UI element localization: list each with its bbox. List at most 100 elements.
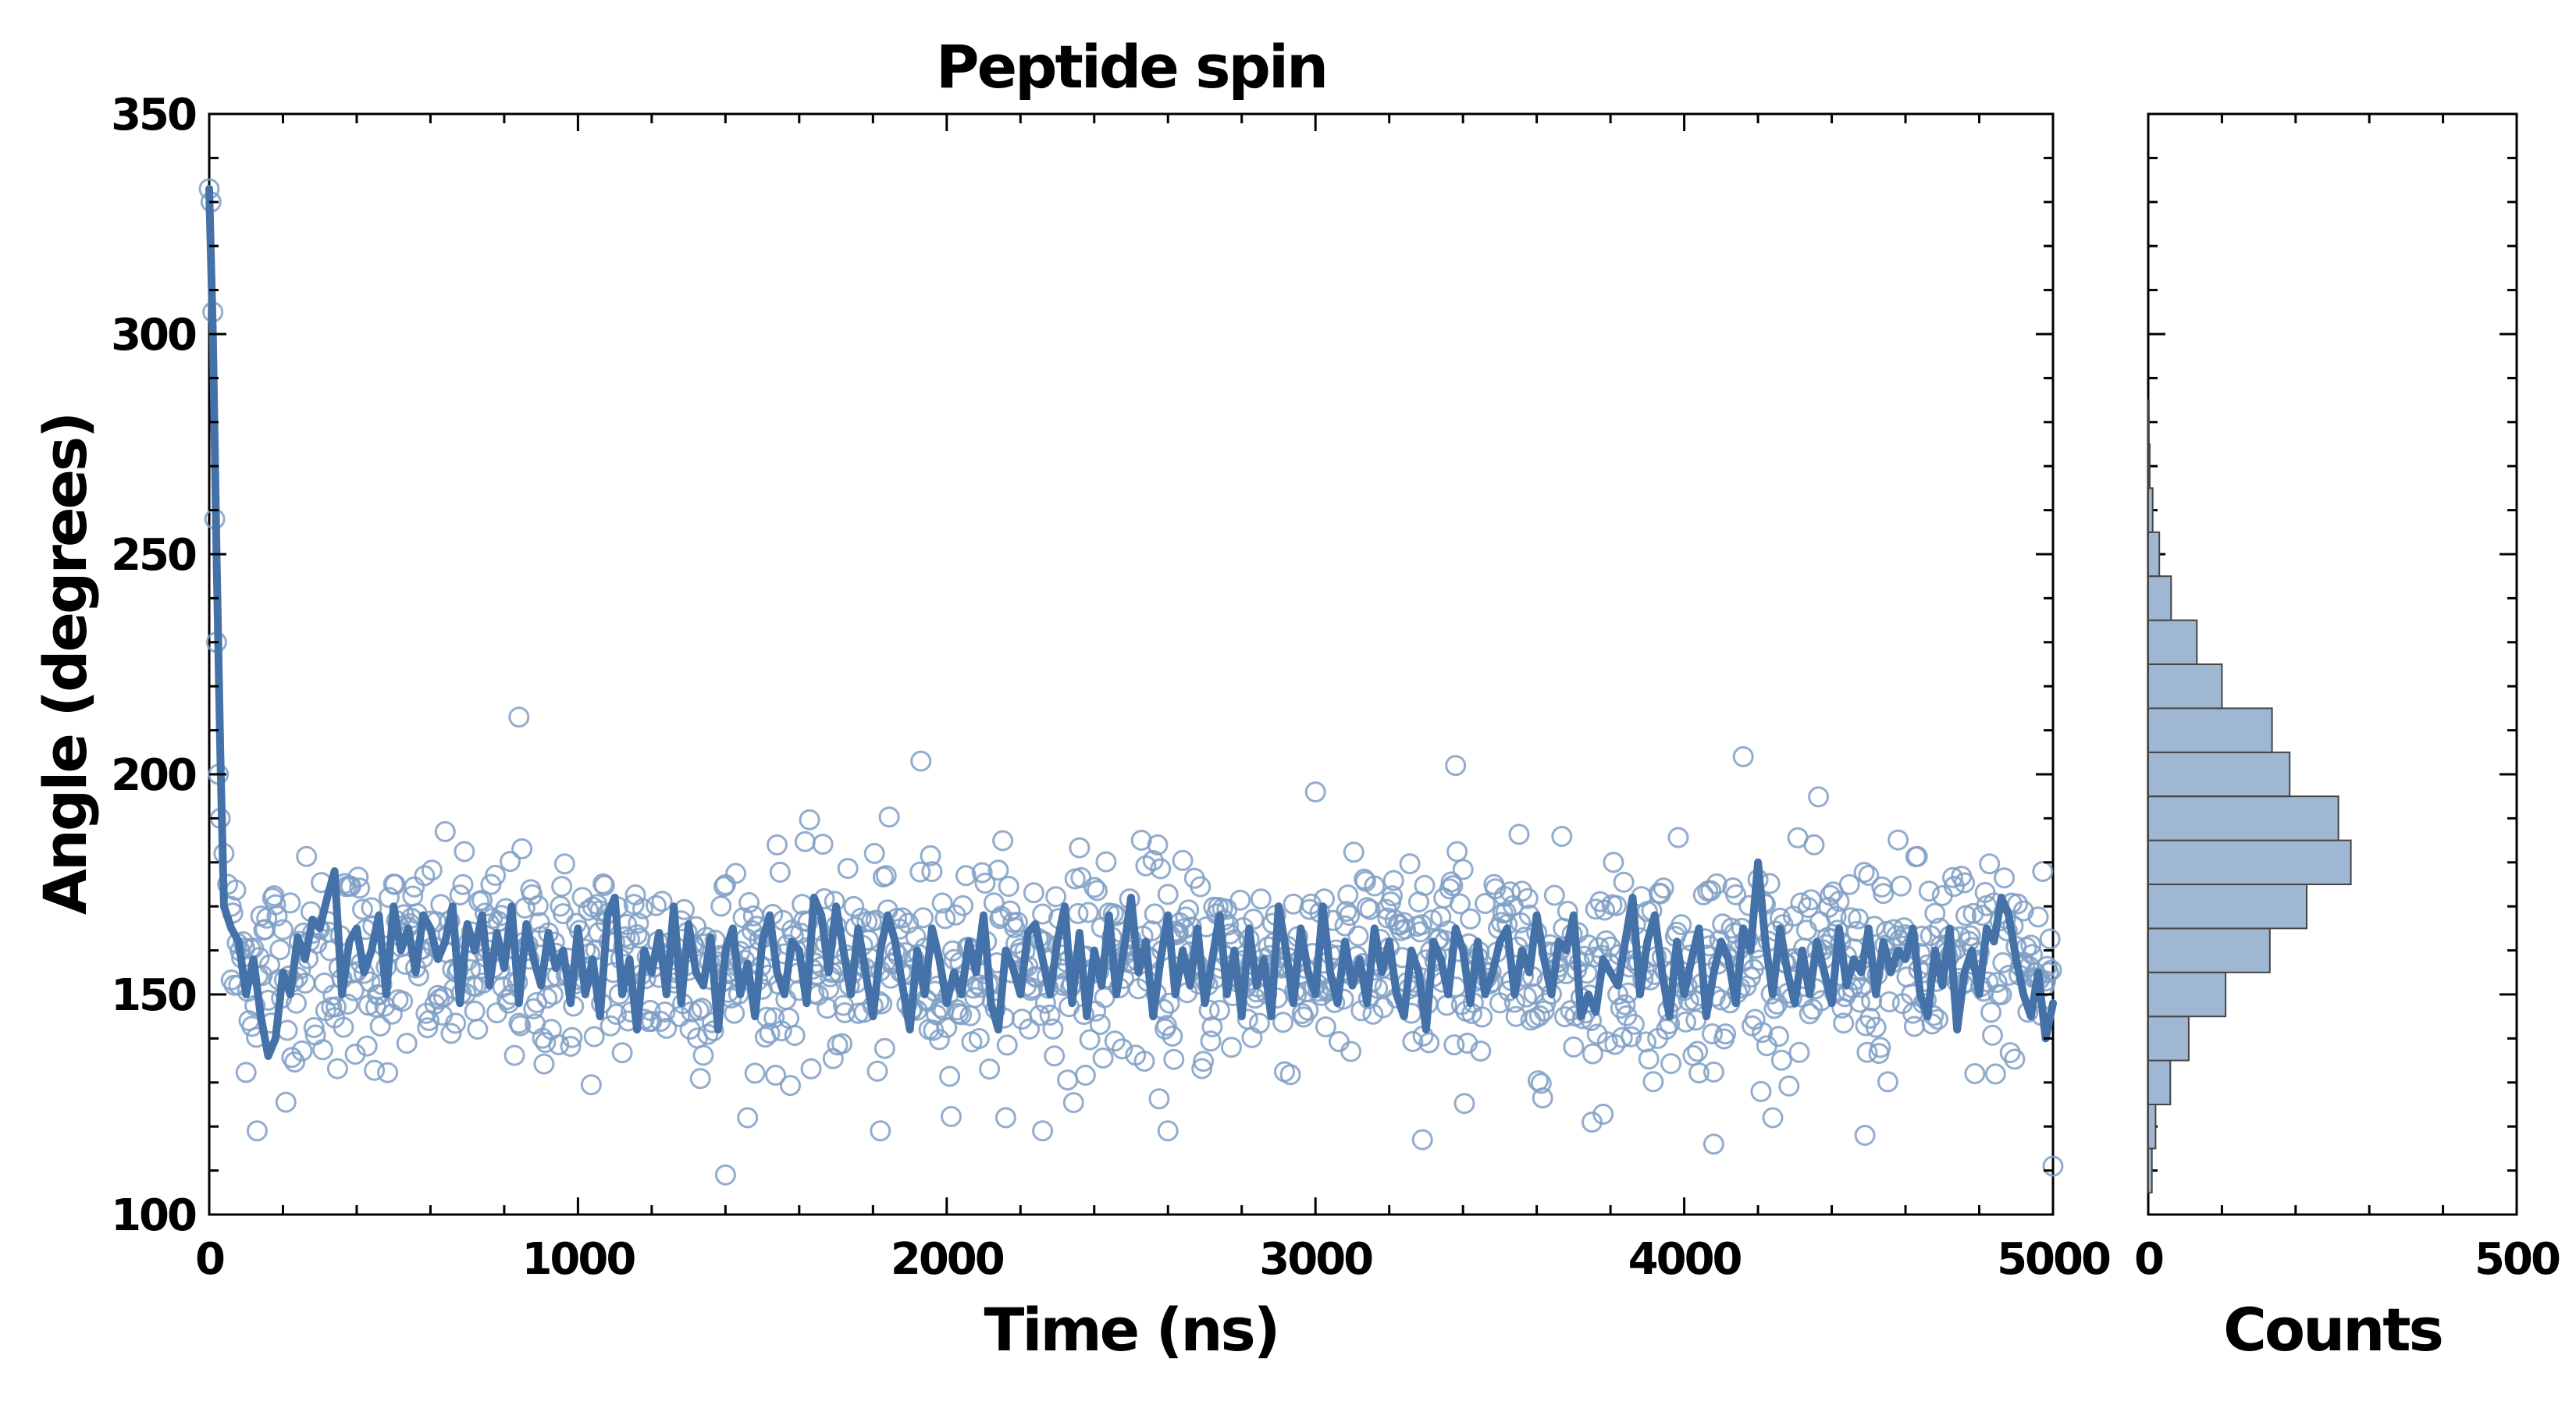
histogram-bar [2147,795,2339,841]
scatter-point [1606,895,1628,916]
scatter-point [1803,834,1825,855]
scatter-point [1495,902,1517,923]
histogram-bar [2147,443,2151,489]
scatter-point [246,1120,268,1142]
scatter-point [1762,1107,1784,1129]
scatter-point [1931,884,1953,906]
scatter-point [870,1120,891,1142]
scatter-point [1074,1065,1096,1086]
scatter-point [1795,919,1817,941]
scatter-point [1402,1030,1424,1052]
scatter-point [1191,1058,1213,1080]
x-tick-label: 2000 [891,1234,1004,1285]
scatter-point [421,859,443,881]
scatter-point [1500,881,1521,903]
scatter-point [1411,914,1432,936]
scatter-point [1986,972,2008,993]
scatter-point [1800,889,1822,911]
scatter-point [920,845,941,866]
scatter-point [1044,1045,1066,1067]
scatter-point [1770,1049,1792,1071]
scatter-point [1530,1072,1552,1094]
scatter-point [1854,1125,1876,1146]
scatter-point [1984,1063,2006,1085]
scatter-point [347,866,369,888]
scatter-point [1799,1003,1820,1025]
scatter-point [1382,870,1404,891]
scatter-point [1039,1004,1061,1026]
histogram-bar [2147,619,2198,665]
scatter-point [2039,928,2061,950]
scatter-point [1019,1018,1041,1040]
main-ticks: 0 1000 2000 3000 4000 5000 100 150 200 250 300 350 [111,90,2517,1285]
scatter-series [198,178,2064,1186]
scatter-point [878,806,900,828]
scatter-point [1700,880,1722,902]
scatter-point [337,994,359,1015]
scatter-point [1528,1005,1550,1026]
scatter-point [1250,888,1272,910]
scatter-point [1582,1043,1603,1065]
histogram-bar [2147,663,2223,710]
scatter-point [2004,1048,2026,1070]
scatter-point [1328,1031,1350,1052]
scatter-point [1057,1069,1079,1091]
scatter-point [1828,891,1850,912]
scatter-point [1715,1023,1736,1045]
scatter-point [356,1035,378,1057]
scatter-point [873,1037,895,1059]
scatter-point [1062,1092,1084,1114]
scatter-point [1198,999,1220,1021]
scatter-point [266,905,288,927]
scatter-point [1980,1001,2002,1023]
scatter-point [1442,875,1464,897]
scatter-point [1148,1088,1170,1110]
scatter-point [1095,851,1117,873]
scatter-point [1508,823,1530,845]
scatter-point [1155,1015,1177,1037]
scatter-point [1241,1026,1263,1048]
scatter-point [1471,1006,1493,1028]
scatter-point [1147,834,1169,855]
scatter-point [1162,1026,1183,1047]
scatter-point [979,1058,1001,1080]
scatter-point [1272,1012,1294,1033]
histogram-bar [2147,751,2291,798]
scatter-point [769,861,791,883]
hist-x-tick-label: 500 [2475,1234,2560,1285]
scatter-point [1603,852,1624,873]
scatter-point [1336,901,1357,923]
scatter-point [1112,1038,1133,1060]
scatter-point [377,1062,399,1083]
scatter-point [875,865,897,887]
histogram-bar [2147,927,2271,973]
scatter-point [551,876,573,898]
scatter-point [1703,1133,1724,1155]
scatter-point [1069,837,1091,859]
scatter-point [1141,920,1162,942]
scatter-point [1414,874,1436,896]
scatter-point [281,1047,303,1069]
scatter-point [1856,1041,1878,1063]
scatter-point [1248,1012,1270,1034]
scatter-point [333,1016,354,1038]
scatter-point [1104,1030,1126,1052]
histogram-bar [2147,575,2172,621]
scatter-point [1670,914,1692,936]
scatter-point [521,884,543,905]
scatter-point [799,809,820,831]
scatter-point [1150,858,1172,880]
scatter-point [688,999,710,1021]
scatter-point [533,1053,555,1075]
scatter-point [511,838,533,859]
scatter-point [691,998,713,1019]
scatter-point [1543,884,1565,906]
scatter-point [1954,872,1976,894]
scatter-point [968,1028,990,1049]
scatter-point [692,1044,714,1066]
scatter-point [1878,991,1900,1012]
scatter-point [1808,786,1830,808]
y-tick-label: 250 [111,530,196,581]
scatter-point [1653,877,1674,899]
scatter-point [1200,1030,1222,1052]
